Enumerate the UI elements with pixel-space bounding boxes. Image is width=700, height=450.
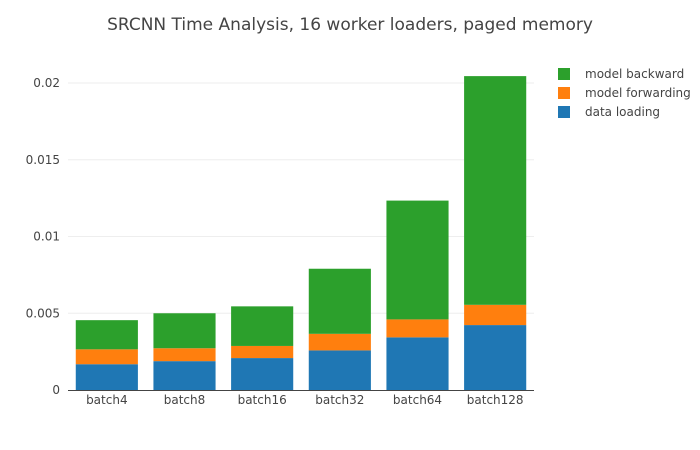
y-tick-label: 0 — [52, 383, 60, 397]
x-tick-label: batch32 — [315, 393, 364, 407]
x-tick-label: batch4 — [86, 393, 128, 407]
bar-model-forwarding-batch128 — [464, 304, 527, 326]
legend-swatch — [558, 68, 570, 80]
x-tick-label: batch128 — [467, 393, 524, 407]
gridlines — [68, 82, 534, 314]
bar-data-loading-batch4 — [75, 364, 138, 390]
y-tick-label: 0.02 — [33, 76, 60, 90]
y-tick-label: 0.005 — [26, 306, 60, 320]
y-tick-label: 0.01 — [33, 230, 60, 244]
y-tick-label: 0.015 — [26, 153, 60, 167]
bar-model-backward-batch128 — [464, 76, 527, 305]
x-tick-label: batch64 — [393, 393, 442, 407]
bar-data-loading-batch128 — [464, 325, 527, 390]
bar-model-forwarding-batch16 — [231, 345, 294, 359]
chart-title: SRCNN Time Analysis, 16 worker loaders, … — [107, 15, 593, 35]
y-axis-ticks: 0 0.005 0.01 0.015 0.02 — [26, 76, 60, 397]
bar-model-forwarding-batch64 — [386, 319, 449, 338]
legend-label: model forwarding — [585, 86, 691, 100]
legend: model backward model forwarding data loadi… — [558, 67, 691, 119]
legend-label: data loading — [585, 105, 660, 119]
x-axis-ticks: batch4 batch8 batch16 batch32 batch64 batch12… — [86, 393, 523, 407]
bars — [75, 76, 527, 390]
bar-data-loading-batch64 — [386, 337, 449, 390]
legend-swatch — [558, 106, 570, 118]
legend-swatch — [558, 87, 570, 99]
bar-data-loading-batch16 — [231, 358, 294, 390]
bar-data-loading-batch32 — [308, 350, 371, 390]
bar-model-forwarding-batch8 — [153, 348, 216, 362]
bar-data-loading-batch8 — [153, 361, 216, 390]
x-tick-label: batch8 — [164, 393, 206, 407]
bar-model-forwarding-batch32 — [308, 333, 371, 351]
bar-model-backward-batch4 — [75, 320, 138, 350]
x-tick-label: batch16 — [238, 393, 287, 407]
bar-model-backward-batch8 — [153, 313, 216, 349]
bar-model-backward-batch64 — [386, 200, 449, 320]
bar-model-forwarding-batch4 — [75, 349, 138, 365]
bar-model-backward-batch32 — [308, 268, 371, 334]
legend-label: model backward — [585, 67, 684, 81]
bar-model-backward-batch16 — [231, 306, 294, 346]
